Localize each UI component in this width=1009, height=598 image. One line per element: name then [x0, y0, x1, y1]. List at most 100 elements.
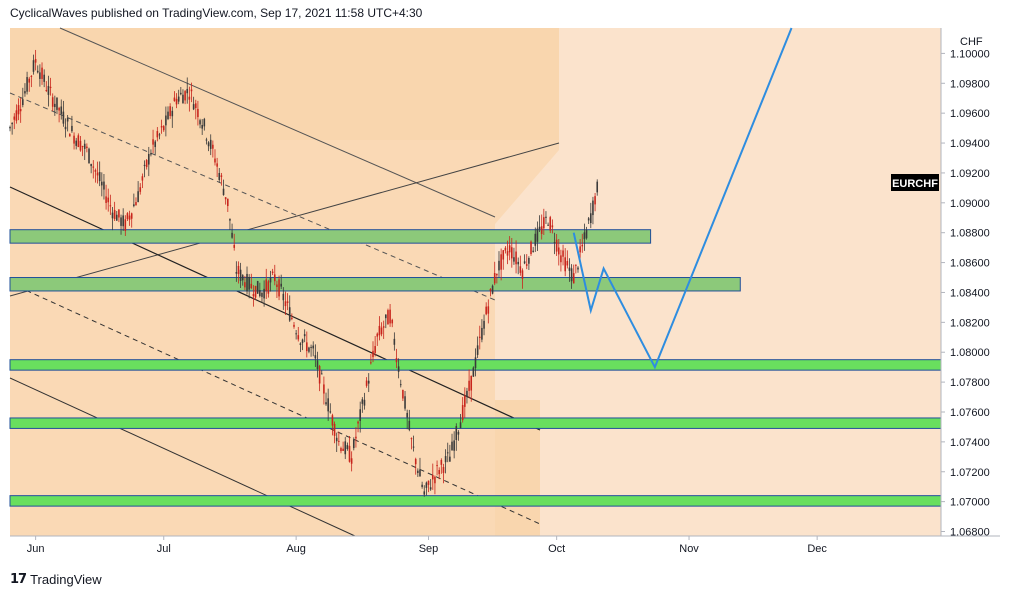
candle-body	[47, 85, 50, 95]
candle-body	[449, 456, 451, 462]
candle-body	[109, 205, 112, 207]
candle	[284, 291, 287, 316]
candle	[115, 211, 118, 221]
candle-body	[485, 306, 487, 315]
price-tick-label: 1.08000	[950, 347, 990, 359]
candle-body	[525, 264, 528, 266]
candle-body	[103, 181, 105, 190]
footer-brand[interactable]: 17 TradingView	[10, 572, 102, 587]
candle-body	[438, 469, 440, 475]
rising-trend-line	[9, 142, 560, 297]
candle	[201, 119, 203, 135]
candle-body	[259, 290, 261, 297]
candle	[310, 344, 312, 357]
candle	[376, 332, 379, 346]
candle-body	[434, 476, 436, 484]
candle-body	[575, 264, 577, 266]
candle-body	[186, 88, 189, 94]
candle-body	[252, 294, 255, 297]
candle-body	[154, 141, 157, 148]
candle	[481, 319, 483, 343]
candle-body	[267, 281, 270, 294]
candle	[453, 431, 455, 459]
candle	[323, 376, 325, 405]
candle-body	[244, 282, 246, 288]
candle	[543, 208, 545, 235]
candle	[417, 468, 419, 477]
candle	[214, 149, 216, 166]
candle-body	[391, 319, 394, 324]
candle	[77, 133, 80, 148]
candle	[68, 133, 71, 137]
price-tick-label: 1.09000	[950, 198, 990, 210]
candle	[457, 430, 460, 441]
candle	[295, 329, 297, 340]
candle-body	[308, 347, 310, 352]
candle-body	[271, 271, 274, 273]
candle	[154, 139, 157, 156]
candle	[583, 223, 586, 251]
candle	[128, 210, 131, 226]
candle	[216, 157, 218, 178]
candle-body	[489, 288, 492, 291]
candle-body	[446, 452, 449, 454]
candle	[299, 342, 302, 353]
candle	[340, 446, 342, 454]
candle-body	[26, 77, 28, 92]
candle-body	[427, 480, 430, 485]
candle-body	[440, 459, 443, 465]
candle-body	[207, 142, 210, 147]
candle	[515, 240, 517, 274]
candle	[130, 212, 133, 228]
candle-body	[472, 367, 475, 377]
candle-body	[171, 110, 174, 117]
candle-body	[276, 284, 278, 287]
candle-body	[566, 260, 569, 266]
candle-body	[325, 402, 327, 405]
candle	[374, 336, 376, 357]
candle-body	[141, 176, 144, 181]
candle-body	[229, 218, 231, 221]
candle-body	[286, 301, 289, 303]
candle-body	[212, 144, 214, 149]
candle	[118, 209, 120, 223]
candle	[587, 216, 590, 225]
candle-body	[493, 273, 496, 284]
candle	[540, 214, 543, 240]
candle	[564, 248, 566, 277]
candle	[90, 163, 92, 174]
candle-body	[562, 250, 564, 257]
candle	[276, 280, 278, 299]
candle-body	[71, 125, 73, 132]
candle	[553, 232, 556, 255]
candle-body	[19, 109, 22, 112]
candle	[500, 248, 502, 281]
candle	[297, 326, 300, 342]
candle	[513, 247, 515, 265]
candle-body	[30, 75, 33, 77]
candle	[534, 227, 537, 252]
candle-body	[73, 135, 75, 144]
candle-body	[404, 396, 406, 409]
candle	[47, 75, 50, 107]
candle	[137, 181, 139, 203]
candle-body	[280, 283, 282, 287]
candle-body	[203, 118, 206, 127]
candle	[487, 299, 490, 324]
candle-body	[41, 67, 43, 79]
candle	[560, 249, 562, 272]
candle	[28, 76, 31, 92]
tradingview-logo-icon: 17	[10, 572, 27, 587]
candle	[133, 193, 135, 208]
channel-shade-upper	[10, 28, 559, 140]
candle	[414, 457, 417, 475]
candle-body	[540, 226, 543, 234]
candle	[288, 295, 291, 322]
candle	[259, 282, 261, 298]
candle	[267, 279, 270, 298]
candle	[135, 197, 137, 206]
candle-body	[165, 115, 167, 126]
price-tick-label: 1.07400	[950, 437, 990, 449]
candle-body	[555, 239, 558, 252]
